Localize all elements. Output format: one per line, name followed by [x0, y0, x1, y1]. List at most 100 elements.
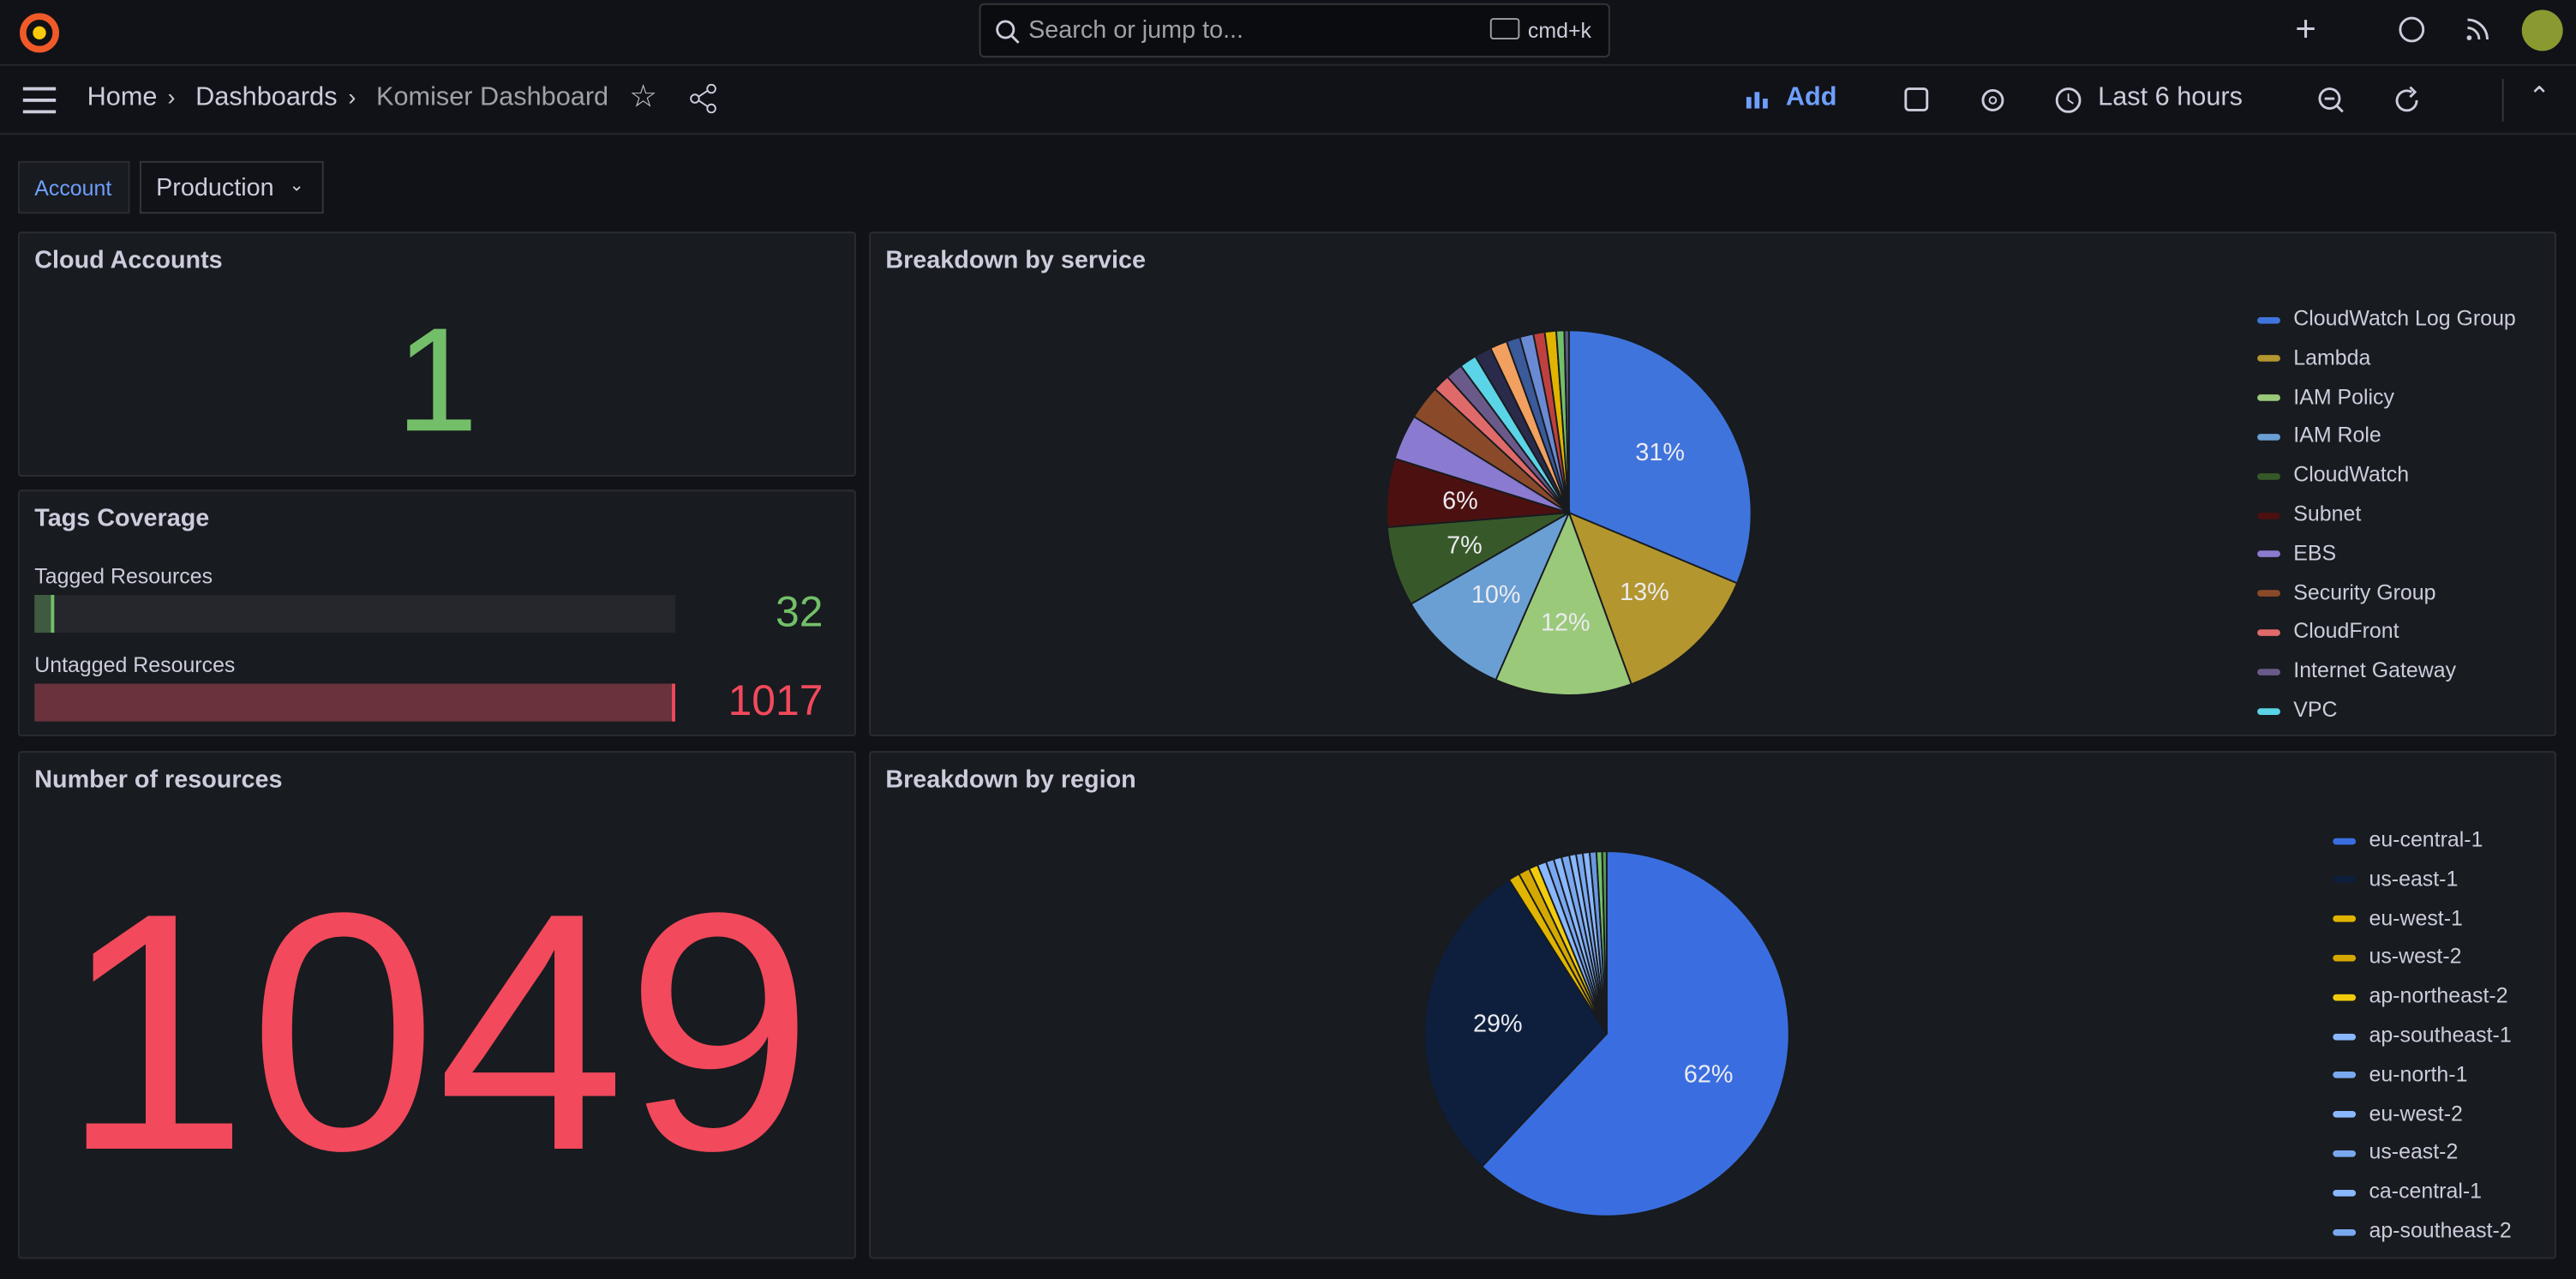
legend-label: us-east-1 [2369, 865, 2459, 891]
new-button[interactable]: + [2295, 8, 2316, 50]
legend-label: CloudWatch [2293, 462, 2410, 487]
legend-label: IAM Policy [2293, 383, 2394, 409]
legend-label: eu-north-1 [2369, 1061, 2468, 1086]
variable-name: Account [34, 176, 112, 201]
legend-swatch [2257, 355, 2280, 363]
legend-item: ca-central-1 [2333, 1179, 2482, 1204]
panel-title: Breakdown by service [885, 246, 1147, 275]
legend-swatch [2333, 1189, 2357, 1197]
share-icon[interactable] [688, 83, 718, 114]
breadcrumb[interactable]: Home [87, 83, 158, 112]
legend-swatch [2333, 1033, 2357, 1040]
slice-label: 13% [1620, 579, 1669, 606]
slice-label: 12% [1541, 609, 1591, 636]
bar-fill [34, 683, 675, 722]
user-avatar[interactable] [2521, 9, 2563, 51]
legend-label: ap-southeast-1 [2369, 1022, 2512, 1048]
search-box[interactable]: Search or jump to... cmd+k [979, 3, 1610, 58]
slice-label: 31% [1635, 439, 1685, 466]
legend-label: Internet Gateway [2293, 658, 2457, 682]
legend-label: ap-southeast-2 [2369, 1217, 2512, 1243]
legend-item: ap-southeast-1 [2333, 1022, 2512, 1048]
legend-swatch [2333, 876, 2357, 884]
legend-swatch [2333, 837, 2357, 844]
star-icon[interactable]: ☆ [629, 80, 657, 116]
shortcut: cmd+k [1527, 18, 1592, 43]
pie-slice [1601, 850, 1608, 1034]
panel-breakdown-by-service: Breakdown by service 31% 13% 12% 10% 7% 6% Cl… [869, 231, 2557, 736]
pie-slice [1567, 329, 1752, 585]
separator: › [348, 83, 356, 111]
pie-slice [1423, 878, 1609, 1168]
legend-label: CloudWatch Log Group [2293, 305, 2516, 331]
bar-label: Tagged Resources [34, 563, 213, 589]
legend-label: us-west-2 [2369, 944, 2462, 969]
menu-icon[interactable] [21, 86, 57, 116]
panel-title: Tags Coverage [34, 504, 210, 533]
bar-track [34, 594, 675, 633]
legend-item: VPC [2257, 697, 2338, 722]
save-icon[interactable] [1902, 86, 1932, 116]
legend-item: eu-west-1 [2333, 904, 2463, 930]
time-range-picker[interactable]: Last 6 hours [2098, 83, 2243, 112]
pie-slice [1495, 510, 1632, 696]
legend-label: eu-central-1 [2369, 826, 2483, 852]
grafana-logo[interactable] [16, 10, 63, 57]
bar-label: Untagged Resources [34, 652, 236, 677]
settings-icon[interactable] [1978, 86, 2008, 116]
legend-item: us-west-2 [2333, 944, 2462, 969]
legend-swatch [2257, 668, 2280, 676]
bar-track [34, 683, 675, 722]
legend-swatch [2333, 994, 2357, 1001]
breadcrumb[interactable]: Dashboards [195, 83, 338, 112]
legend-item: us-east-2 [2333, 1139, 2458, 1164]
legend-label: Lambda [2293, 345, 2371, 369]
legend-item: ap-southeast-2 [2333, 1217, 2512, 1243]
variable-label: Account [18, 160, 130, 214]
legend-swatch [2257, 590, 2280, 597]
legend-label: ap-northeast-2 [2369, 982, 2508, 1008]
legend-label: us-east-2 [2369, 1139, 2459, 1165]
panel-title: Breakdown by region [885, 766, 1136, 794]
legend-item: IAM Role [2257, 423, 2381, 447]
search-placeholder: Search or jump to... [1028, 16, 1244, 45]
legend-label: IAM Role [2293, 423, 2381, 448]
legend-label: Security Group [2293, 579, 2436, 604]
zoom-out-icon[interactable] [2316, 86, 2346, 116]
legend-swatch [2257, 434, 2280, 441]
legend-item: CloudWatch [2257, 462, 2409, 487]
variable-value: Production [156, 174, 274, 202]
legend-swatch [2257, 316, 2280, 323]
legend-swatch [2333, 954, 2357, 962]
legend-label: CloudFront [2293, 618, 2399, 644]
stat-value: 1 [395, 298, 478, 464]
legend-swatch [2257, 472, 2280, 480]
keyboard-icon [1489, 18, 1520, 40]
legend-item: eu-north-1 [2333, 1061, 2467, 1086]
legend-item: CloudWatch Log Group [2257, 305, 2516, 331]
refresh-icon[interactable] [2392, 86, 2422, 116]
bar-value: 32 [776, 586, 824, 636]
panel-breakdown-by-region: Breakdown by region 62% 29% eu-central-1 u… [869, 751, 2557, 1259]
variable-select[interactable]: Production ⌄ [139, 160, 324, 214]
legend-label: eu-west-2 [2369, 1100, 2463, 1126]
legend-label: EBS [2293, 540, 2337, 566]
collapse-button[interactable]: ⌃ [2528, 83, 2551, 112]
panel-tags-coverage: Tags Coverage Tagged Resources 32 Untagged… [18, 489, 856, 736]
help-icon[interactable] [2397, 15, 2427, 45]
legend-item: eu-west-2 [2333, 1100, 2463, 1126]
legend-label: eu-west-1 [2369, 904, 2463, 930]
slice-label: 6% [1442, 488, 1478, 515]
add-button[interactable]: Add [1785, 83, 1837, 112]
legend-item: CloudFront [2257, 618, 2399, 644]
add-icon [1746, 92, 1768, 109]
slice-label: 7% [1447, 532, 1483, 560]
legend-item: Security Group [2257, 579, 2435, 604]
legend-label: ca-central-1 [2369, 1178, 2483, 1204]
legend-swatch [2257, 512, 2280, 519]
bar-fill [34, 594, 55, 633]
news-icon[interactable] [2463, 15, 2493, 45]
slice-label: 62% [1684, 1060, 1734, 1088]
pie-slice [1563, 329, 1570, 513]
